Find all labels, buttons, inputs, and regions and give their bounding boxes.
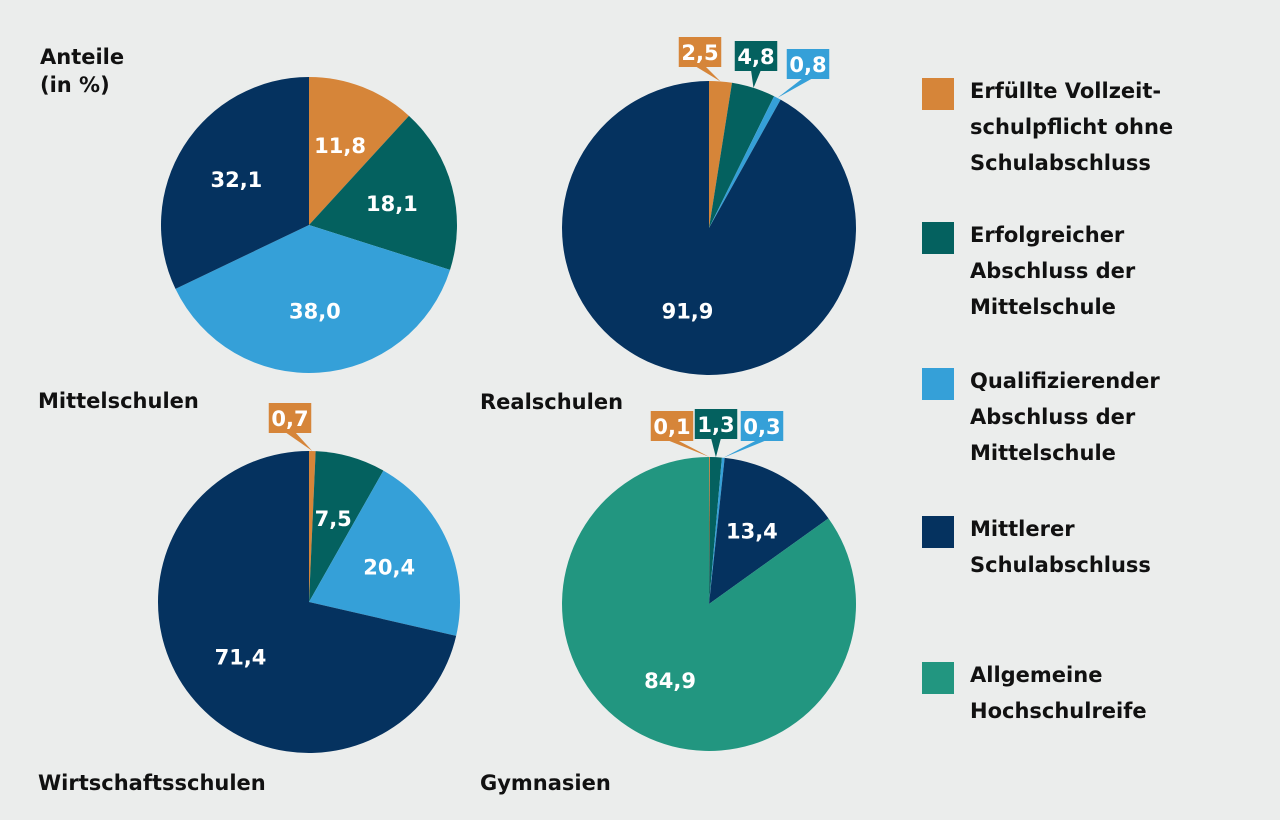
pie-slice — [709, 457, 725, 604]
slice-value-label: 11,8 — [314, 134, 366, 158]
pie-slice — [309, 470, 460, 636]
pie-slice — [709, 81, 732, 228]
callout-label: 1,3 — [694, 409, 738, 458]
slice-value-label: 7,5 — [315, 507, 352, 531]
legend-label-line: Allgemeine — [970, 663, 1102, 687]
slice-value-label: 18,1 — [366, 192, 418, 216]
pie-charts: 11,8 18,1 38,0 32,1 Mittelschulen 2,5 4,8 0,8 91… — [38, 37, 857, 795]
pie-slice — [709, 82, 775, 228]
legend-label: Erfüllte Vollzeit-schulpflicht ohne Schul… — [970, 79, 1173, 175]
pie-slice — [709, 457, 829, 604]
pie-chart-title: Gymnasien — [480, 771, 611, 795]
callout-box — [268, 403, 312, 433]
slice-value-label: 0,3 — [743, 415, 780, 439]
pie-slice — [562, 457, 857, 751]
slice-value-label: 2,5 — [681, 41, 718, 65]
callout-label: 0,8 — [777, 49, 830, 98]
callout-pointer — [667, 440, 710, 457]
callout-label: 2,5 — [678, 37, 722, 82]
legend-item: Erfolgreicher Abschluss der Mittelschule — [922, 222, 1136, 319]
slice-value-label: 13,4 — [726, 519, 778, 543]
slice-value-label: 20,4 — [363, 556, 415, 580]
pie-chart-1: 2,5 4,8 0,8 91,9 Realschulen — [480, 37, 857, 414]
callout-pointer — [723, 440, 767, 458]
pie-slice — [309, 115, 457, 270]
slice-value-label: 71,4 — [215, 646, 267, 670]
slice-value-label: 38,0 — [289, 300, 341, 324]
legend-item: Mittlerer Schulabschluss — [922, 516, 1151, 577]
legend-label-line: Abschluss der — [970, 405, 1136, 429]
pie-slice — [709, 457, 722, 604]
axis-unit-line-1: Anteile — [40, 45, 124, 69]
legend-label-line: Schulabschluss — [970, 553, 1151, 577]
legend-swatch — [922, 78, 954, 110]
pie-chart-title: Realschulen — [480, 390, 623, 414]
slice-value-label: 0,1 — [653, 415, 690, 439]
legend-label: Erfolgreicher Abschluss der Mittelschule — [970, 223, 1136, 319]
pie-slice — [709, 456, 710, 604]
slice-value-label: 91,9 — [662, 300, 714, 324]
callout-label: 0,3 — [723, 411, 784, 458]
legend-label-line: Mittelschule — [970, 441, 1116, 465]
legend-item: Erfüllte Vollzeit-schulpflicht ohne Schul… — [922, 78, 1173, 175]
legend-label-line: Schulabschluss — [970, 151, 1151, 175]
callout-pointer — [751, 70, 761, 88]
legend-label-line: Abschluss der — [970, 259, 1136, 283]
legend-swatch — [922, 368, 954, 400]
slice-value-label: 84,9 — [644, 669, 696, 693]
legend-label: Qualifizierender Abschluss der Mittelschul… — [970, 369, 1160, 465]
legend-swatch — [922, 516, 954, 548]
pie-slice — [562, 81, 857, 375]
legend-item: Qualifizierender Abschluss der Mittelschul… — [922, 368, 1160, 465]
pie-chart-title: Mittelschulen — [38, 389, 199, 413]
slice-value-label: 0,8 — [789, 53, 826, 77]
legend-label: Mittlerer Schulabschluss — [970, 517, 1151, 577]
legend-label-line: Mittlerer — [970, 517, 1075, 541]
callout-label: 4,8 — [734, 41, 778, 88]
callout-pointer — [285, 432, 313, 451]
legend: Erfüllte Vollzeit-schulpflicht ohne Schul… — [922, 78, 1173, 723]
pie-slice — [175, 225, 451, 374]
legend-label: Allgemeine Hochschulreife — [970, 663, 1147, 723]
callout-box — [786, 49, 830, 79]
legend-label-line: Qualifizierender — [970, 369, 1160, 393]
legend-label-line: Erfolgreicher — [970, 223, 1125, 247]
pie-chart-0: 11,8 18,1 38,0 32,1 Mittelschulen — [38, 76, 457, 413]
slice-value-label: 4,8 — [737, 45, 774, 69]
callout-label: 0,7 — [268, 403, 313, 451]
callout-box — [650, 411, 694, 441]
legend-swatch — [922, 662, 954, 694]
callout-pointer — [711, 438, 721, 458]
slice-value-label: 1,3 — [697, 413, 734, 437]
legend-swatch — [922, 222, 954, 254]
pie-slice — [160, 76, 309, 289]
pie-chart-2: 0,7 7,5 20,4 71,4 Wirtschaftsschulen — [38, 403, 460, 795]
pie-slice — [309, 77, 409, 225]
pie-chart-title: Wirtschaftsschulen — [38, 771, 266, 795]
callout-box — [740, 411, 784, 441]
legend-label-line: schulpflicht ohne — [970, 115, 1173, 139]
pie-chart-3: 0,1 1,3 0,3 13,4 84,9 Gymnasien — [480, 409, 857, 795]
legend-item: Allgemeine Hochschulreife — [922, 662, 1147, 723]
slice-value-label: 32,1 — [210, 168, 262, 192]
pie-slice — [157, 451, 457, 753]
legend-label-line: Erfüllte Vollzeit- — [970, 79, 1161, 103]
pie-slice — [709, 96, 781, 228]
callout-box — [734, 41, 778, 71]
callout-pointer — [777, 78, 813, 98]
callout-pointer — [695, 66, 721, 82]
callout-box — [694, 409, 738, 439]
callout-box — [678, 37, 722, 67]
callout-label: 0,1 — [650, 411, 710, 457]
axis-unit-label: Anteile (in %) — [40, 45, 131, 97]
slice-value-label: 0,7 — [271, 407, 308, 431]
legend-label-line: Mittelschule — [970, 295, 1116, 319]
pie-slice — [309, 451, 316, 602]
pie-slice — [309, 451, 384, 602]
legend-label-line: Hochschulreife — [970, 699, 1147, 723]
axis-unit-line-2: (in %) — [40, 73, 110, 97]
